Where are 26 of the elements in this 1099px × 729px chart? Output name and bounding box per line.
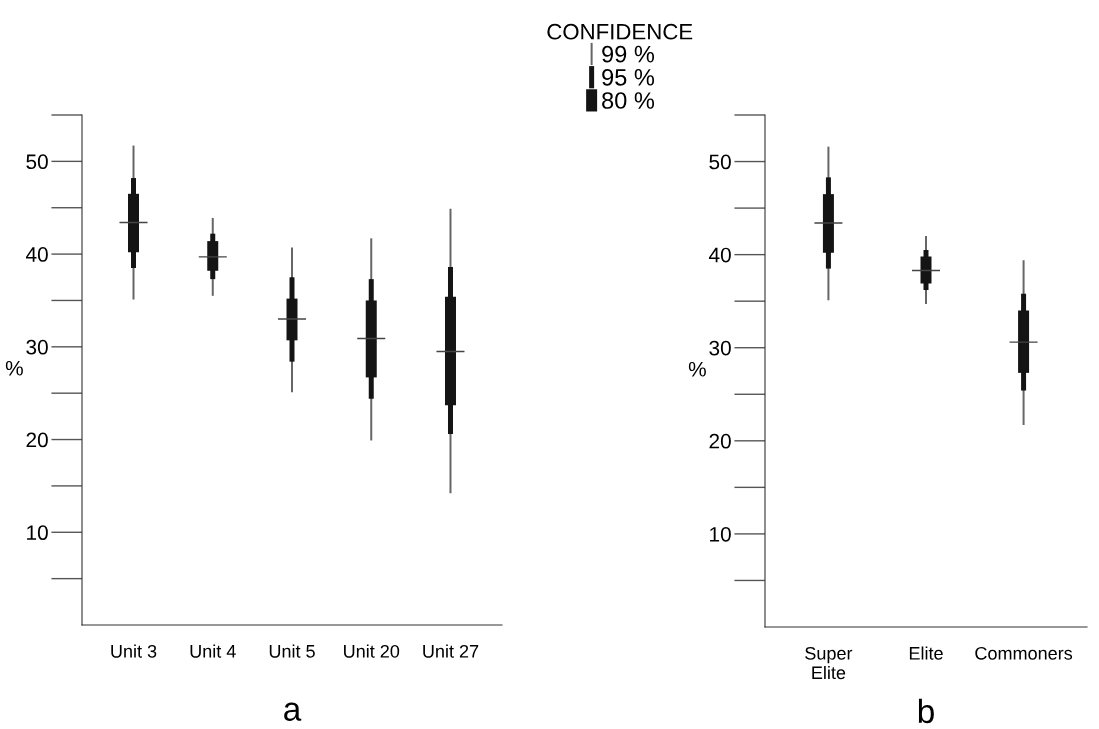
y-axis-title: % <box>688 361 706 377</box>
y-tick-label: 40 <box>708 247 731 263</box>
legend-title: CONFIDENCE <box>547 23 693 40</box>
y-tick-label: 40 <box>25 247 48 262</box>
x-tick-label: Commoners <box>975 646 1073 660</box>
legend-label: 99 % <box>602 45 655 63</box>
text: b <box>918 698 934 724</box>
y-tick-label: 20 <box>26 432 48 448</box>
x-tick-label: Unit 20 <box>344 644 400 658</box>
legend-label: 80 % <box>602 92 655 109</box>
x-tick-label: Unit 4 <box>190 644 236 658</box>
x-tick-label: Unit 27 <box>423 644 479 658</box>
text: a <box>284 702 302 721</box>
legend-label: 95 % <box>602 68 655 86</box>
x-tick-label: Super Elite <box>805 646 853 680</box>
y-tick-label: 50 <box>709 154 731 170</box>
x-tick-label: Elite <box>909 646 943 660</box>
y-tick-label: 10 <box>710 526 731 542</box>
y-axis-title: % <box>5 360 23 376</box>
y-tick-label: 30 <box>709 340 731 356</box>
y-tick-label: 50 <box>26 154 48 170</box>
x-tick-label: Unit 3 <box>111 644 157 658</box>
y-tick-label: 10 <box>27 525 48 541</box>
y-tick-label: 20 <box>709 433 731 449</box>
x-tick-label: Unit 5 <box>269 644 315 658</box>
y-tick-label: 30 <box>26 339 48 355</box>
